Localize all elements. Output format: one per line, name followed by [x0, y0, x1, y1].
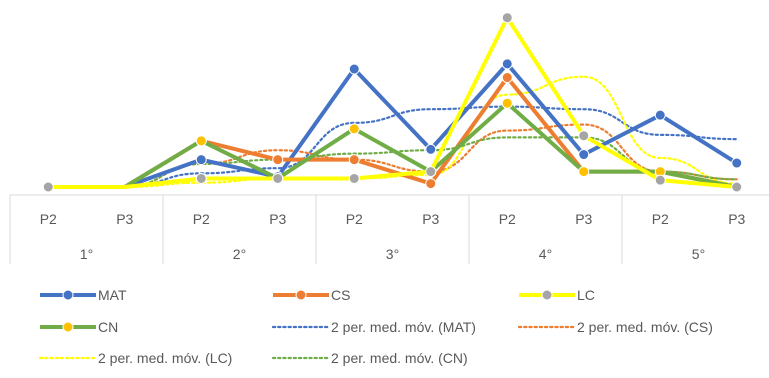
data-point-mat	[654, 109, 666, 121]
legend-marker-lc	[541, 289, 553, 301]
x-tick-label: P2	[652, 211, 669, 227]
legend-label-2-per-med-m-v-mat: 2 per. med. móv. (MAT)	[331, 319, 476, 335]
x-tick-label: P2	[499, 211, 516, 227]
legend-label-lc: LC	[577, 287, 595, 303]
x-tick-label: P3	[575, 211, 592, 227]
x-tick-label: P3	[422, 211, 439, 227]
data-point-cs	[425, 178, 437, 190]
data-point-mat	[425, 143, 437, 155]
data-point-lc	[348, 172, 360, 184]
x-group-label: 2°	[233, 246, 246, 262]
data-point-cs	[348, 154, 360, 166]
x-group-label: 3°	[386, 246, 399, 262]
data-point-mat	[348, 63, 360, 75]
data-point-cn	[578, 166, 590, 178]
legend-label-cn: CN	[98, 319, 118, 335]
x-tick-label: P3	[269, 211, 286, 227]
x-group-label: 1°	[80, 246, 93, 262]
legend: MAT CS LC CN 2 per. med. móv. (MAT) 2 per. me…	[38, 287, 713, 366]
legend-label-2-per-med-m-v-cn: 2 per. med. móv. (CN)	[331, 350, 468, 366]
legend-marker-cn	[62, 321, 74, 333]
data-point-cn	[501, 97, 513, 109]
data-point-cs	[272, 154, 284, 166]
data-point-lc	[501, 12, 513, 24]
data-point-lc	[654, 174, 666, 186]
data-point-lc	[42, 181, 54, 193]
data-point-lc	[731, 181, 743, 193]
series-line-2-per-med-m-v-mat	[123, 105, 738, 189]
legend-marker-cs	[295, 289, 307, 301]
data-point-lc	[272, 172, 284, 184]
data-point-mat	[195, 154, 207, 166]
data-point-mat	[731, 157, 743, 169]
data-point-mat	[578, 149, 590, 161]
legend-marker-mat	[62, 289, 74, 301]
data-point-lc	[195, 172, 207, 184]
x-tick-label: P2	[193, 211, 210, 227]
data-point-cs	[501, 72, 513, 84]
legend-label-mat: MAT	[98, 287, 127, 303]
x-tick-label: P2	[40, 211, 57, 227]
data-point-cn	[348, 123, 360, 135]
data-point-lc	[425, 166, 437, 178]
series-line-lc	[48, 15, 737, 189]
legend-label-cs: CS	[331, 287, 350, 303]
legend-label-2-per-med-m-v-cs: 2 per. med. móv. (CS)	[577, 319, 713, 335]
x-tick-label: P3	[728, 211, 745, 227]
x-group-label: 5°	[692, 246, 705, 262]
x-tick-label: P2	[346, 211, 363, 227]
data-point-cn	[195, 135, 207, 147]
data-point-lc	[578, 130, 590, 142]
series-line-2-per-med-m-v-lc	[123, 75, 738, 189]
series-group	[42, 12, 743, 193]
legend-label-2-per-med-m-v-lc: 2 per. med. móv. (LC)	[98, 350, 232, 366]
x-group-label: 4°	[539, 246, 552, 262]
x-tick-label: P3	[116, 211, 133, 227]
data-point-mat	[501, 58, 513, 70]
